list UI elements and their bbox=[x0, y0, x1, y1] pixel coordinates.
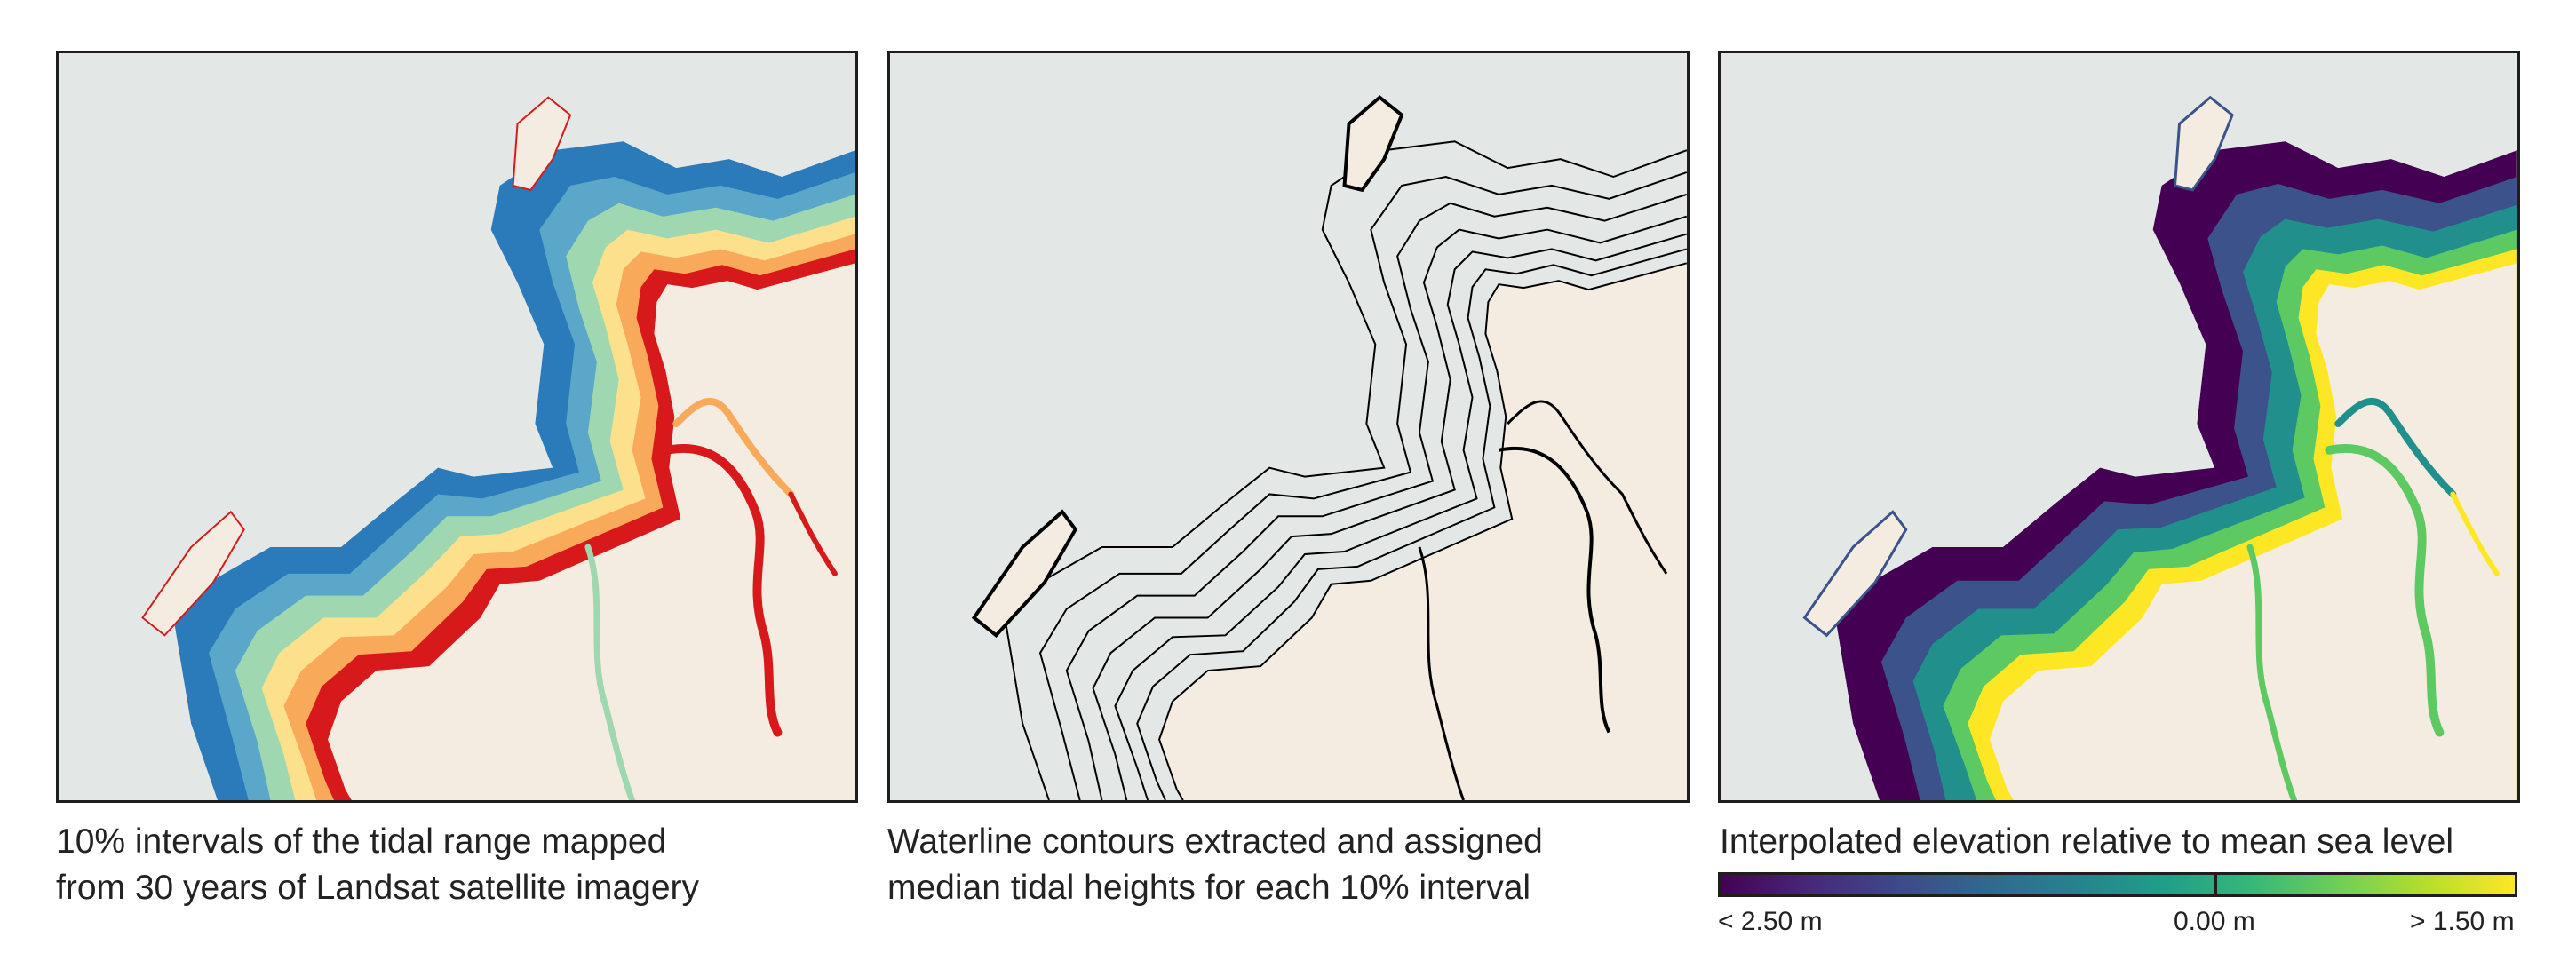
land-area bbox=[328, 263, 855, 800]
caption-interpolated-elevation: Interpolated elevation relative to mean … bbox=[1720, 819, 2522, 865]
tidal-interval-map bbox=[56, 51, 858, 803]
island-lower bbox=[971, 509, 1078, 639]
channel-green-2 bbox=[2246, 544, 2298, 800]
colorbar-zero-tick bbox=[2214, 875, 2217, 894]
interpolated-elevation-map bbox=[1718, 51, 2520, 803]
offshore-islands bbox=[141, 96, 572, 637]
channel-green bbox=[2325, 444, 2445, 737]
island-upper bbox=[2173, 95, 2234, 192]
channel-orange bbox=[672, 398, 795, 498]
channel-teal bbox=[2334, 398, 2457, 498]
land-area bbox=[1159, 263, 1687, 800]
waterline-contour-map bbox=[887, 51, 1690, 803]
contour-line bbox=[1065, 193, 1687, 800]
offshore-islands bbox=[1802, 95, 2234, 638]
contour-channel bbox=[1507, 400, 1668, 575]
caption-line: median tidal heights for each 10% interv… bbox=[887, 869, 1531, 907]
contour-line bbox=[1092, 215, 1687, 800]
contour-channel bbox=[1418, 546, 1465, 800]
offshore-islands bbox=[971, 95, 1404, 639]
contour-line bbox=[1114, 233, 1687, 800]
caption-line: 10% intervals of the tidal range mapped bbox=[56, 822, 667, 861]
channel-red bbox=[663, 444, 783, 737]
caption-waterline-contours: Waterline contours extracted and assigne… bbox=[887, 819, 1690, 911]
tidal-interval-map-svg bbox=[59, 53, 855, 800]
interpolated-elevation-map-svg bbox=[1721, 53, 2517, 800]
contour-lines bbox=[1004, 140, 1687, 800]
caption-line: Waterline contours extracted and assigne… bbox=[887, 822, 1543, 861]
contour-line bbox=[1038, 171, 1687, 800]
island-lower bbox=[1802, 510, 1908, 638]
elevation-channels bbox=[2246, 398, 2500, 800]
tidal-channels bbox=[584, 398, 838, 800]
elevation-colorbar bbox=[1718, 872, 2517, 897]
colorbar-label-max: > 1.50 m bbox=[2410, 907, 2515, 936]
waterline-contour-map-svg bbox=[890, 53, 1687, 800]
land-area bbox=[1990, 263, 2517, 800]
caption-line: from 30 years of Landsat satellite image… bbox=[56, 869, 700, 907]
caption-line: Interpolated elevation relative to mean … bbox=[1720, 822, 2454, 861]
island-upper bbox=[1342, 95, 1404, 193]
colorbar-label-min: < 2.50 m bbox=[1718, 907, 1823, 936]
contour-channel bbox=[1498, 446, 1611, 734]
channel-red-2 bbox=[788, 491, 838, 576]
caption-tidal-intervals: 10% intervals of the tidal range mapped … bbox=[56, 819, 858, 911]
island-lower bbox=[141, 510, 245, 637]
contour-line bbox=[1004, 140, 1687, 800]
contour-line bbox=[1157, 262, 1687, 800]
contour-line bbox=[1136, 248, 1687, 800]
channel-green bbox=[584, 544, 636, 800]
channel-yellow bbox=[2450, 491, 2500, 576]
island-upper bbox=[512, 96, 572, 192]
colorbar-label-mid: 0.00 m bbox=[2174, 907, 2255, 936]
